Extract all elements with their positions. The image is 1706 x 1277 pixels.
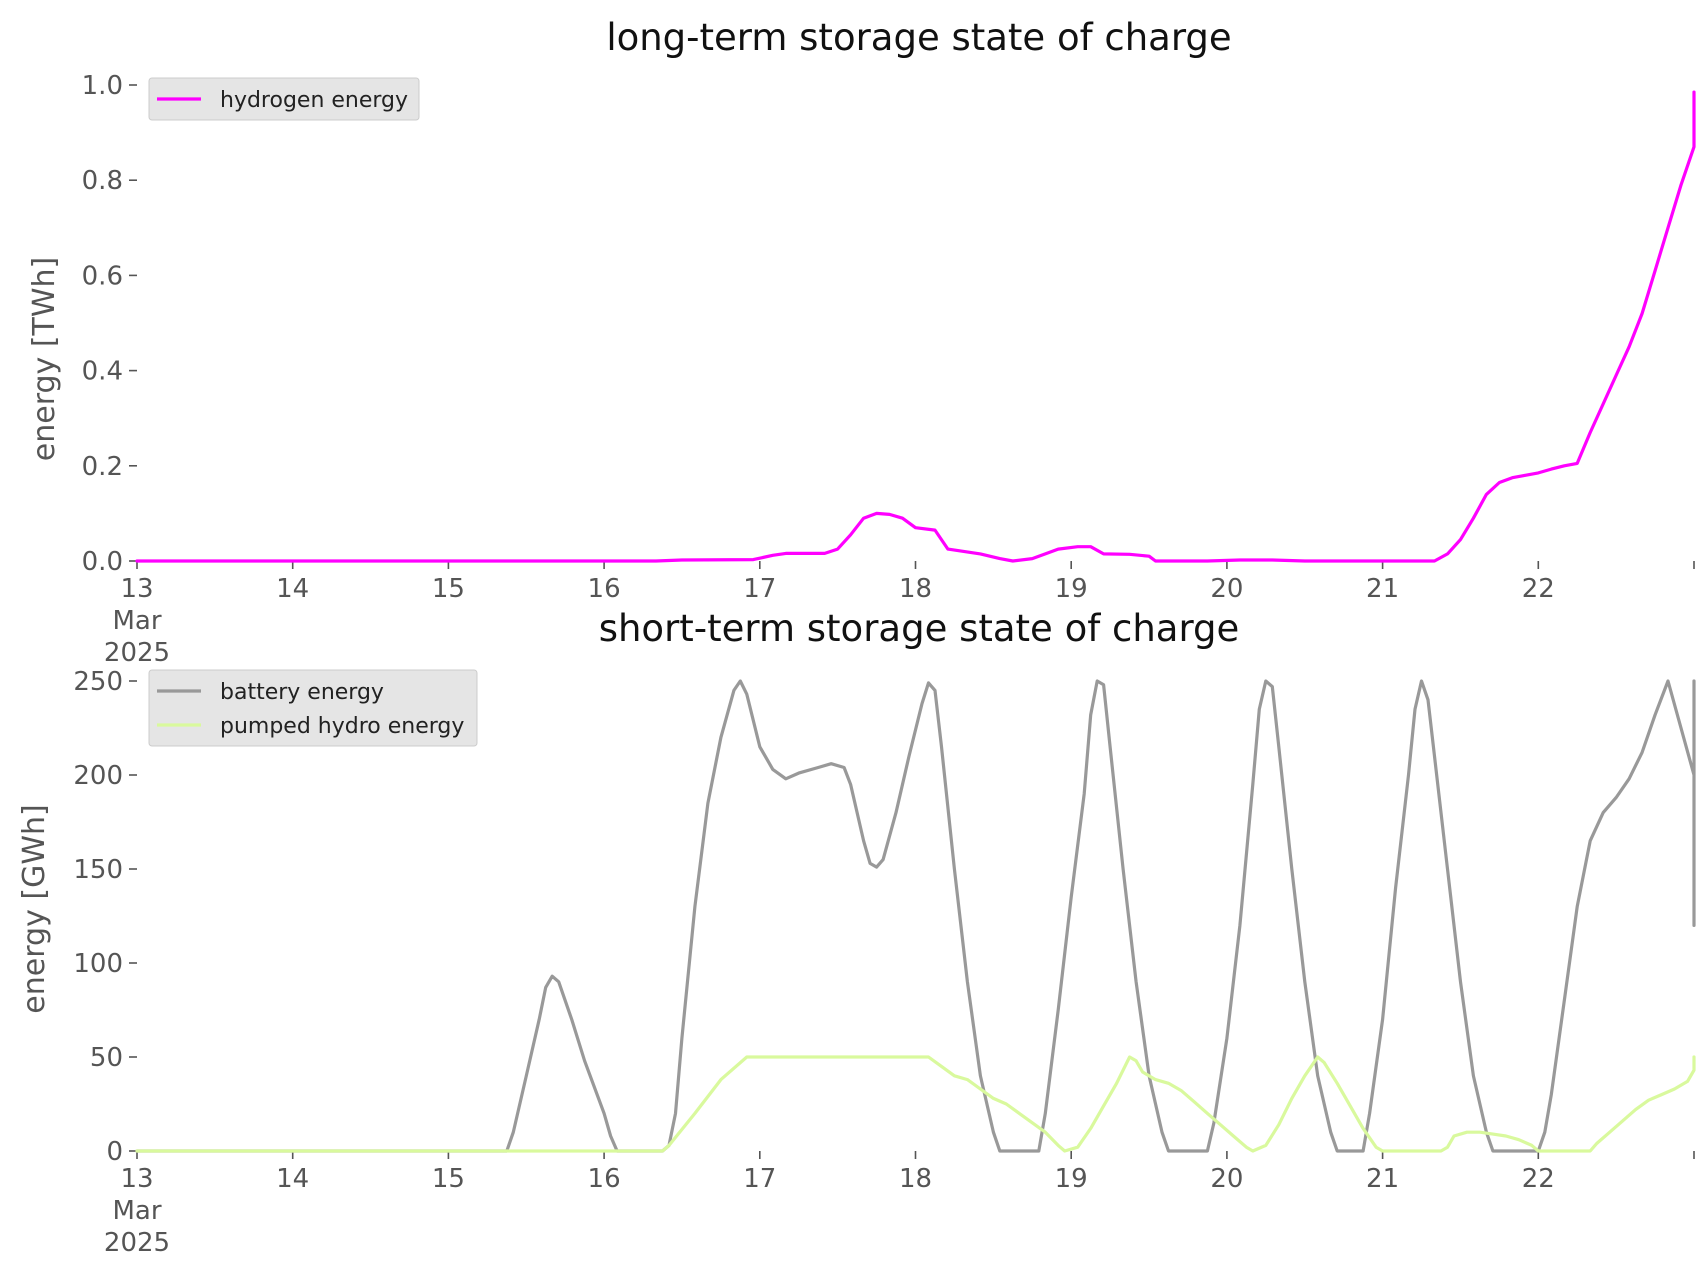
legend: hydrogen energy	[148, 77, 420, 121]
y-tick-label: 250	[73, 667, 123, 697]
x-tick-label: 18	[899, 1164, 932, 1194]
y-tick-label: 50	[90, 1043, 123, 1073]
x-tick-label: 13	[120, 1164, 153, 1194]
legend-label: pumped hydro energy	[220, 714, 464, 739]
y-tick-label: 100	[73, 949, 123, 979]
x-tick-label: 16	[588, 574, 621, 604]
x-tick-label: 19	[1055, 574, 1088, 604]
x-tick-label: 13	[120, 574, 153, 604]
y-tick-label: 0	[106, 1137, 123, 1167]
short-term-storage-chart: short-term storage state of charge energ…	[17, 607, 1696, 1258]
x-tick-label: 21	[1366, 574, 1399, 604]
x-tick-label: 16	[588, 1164, 621, 1194]
y-tick-label: 150	[73, 855, 123, 885]
y-tick-label: 200	[73, 761, 123, 791]
series-line-0	[135, 90, 1696, 563]
legend-box	[148, 77, 420, 121]
x-tick-label: 21	[1366, 1164, 1399, 1194]
chart-title: short-term storage state of charge	[599, 607, 1240, 650]
x-tick-label: 22	[1522, 574, 1555, 604]
x-tick-label: 22	[1522, 1164, 1555, 1194]
series-line-1	[135, 1055, 1696, 1153]
y-tick-label: 0.6	[82, 261, 123, 291]
y-tick-label: 0.4	[82, 357, 123, 387]
y-tick-label: 0.0	[82, 547, 123, 577]
series-line-0	[135, 679, 1696, 1153]
x-tick-label: 15	[432, 574, 465, 604]
legend-label: hydrogen energy	[220, 88, 408, 113]
x-tick-label: 17	[743, 1164, 776, 1194]
chart-title: long-term storage state of charge	[606, 16, 1231, 59]
y-axis-label: energy [TWh]	[27, 257, 62, 461]
x-tick-label: 14	[276, 1164, 309, 1194]
x-tick-label: 19	[1055, 1164, 1088, 1194]
y-tick-label: 1.0	[82, 71, 123, 101]
legend-label: battery energy	[220, 680, 384, 705]
x-tick-sublabel: Mar	[112, 1196, 161, 1226]
x-tick-label: 18	[899, 574, 932, 604]
x-tick-sublabel: 2025	[104, 1228, 170, 1258]
series-group	[135, 90, 1696, 563]
x-tick-label: 14	[276, 574, 309, 604]
x-tick-label: 20	[1210, 1164, 1243, 1194]
x-tick-label: 20	[1210, 574, 1243, 604]
y-axis-label: energy [GWh]	[17, 804, 52, 1013]
y-tick-label: 0.8	[82, 166, 123, 196]
series-group	[135, 679, 1696, 1153]
x-tick-label: 15	[432, 1164, 465, 1194]
x-tick-label: 17	[743, 574, 776, 604]
x-tick-sublabel: 2025	[104, 638, 170, 668]
y-tick-label: 0.2	[82, 452, 123, 482]
x-tick-sublabel: Mar	[112, 606, 161, 636]
long-term-storage-chart: long-term storage state of charge energy…	[27, 16, 1696, 668]
legend-box	[148, 669, 478, 747]
legend: battery energy pumped hydro energy	[148, 669, 478, 747]
